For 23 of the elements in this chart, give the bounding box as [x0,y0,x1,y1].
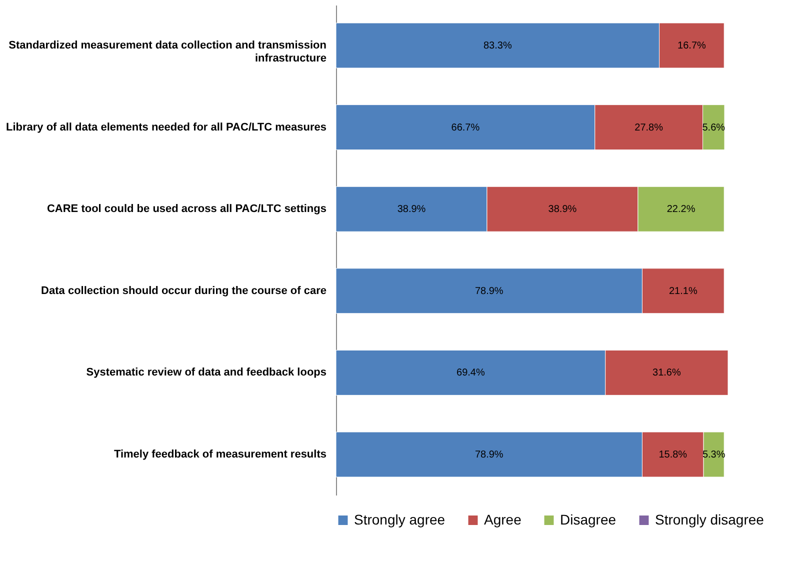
data-label: 21.1% [668,286,698,297]
data-label: 22.2% [666,204,696,216]
y-tick-label: Systematic review of data and feedback loops [86,366,326,379]
legend-label: Strongly disagree [655,511,764,528]
y-tick-label: Standardized measurement data collection and transmission infrastructure [8,39,327,64]
data-label: 78.9% [474,450,504,461]
legend-label: Disagree [560,511,616,528]
data-label: 38.9% [397,204,426,216]
legend-label: Strongly agree [354,511,446,528]
data-label: 15.8% [658,450,688,461]
legend-label: Agree [484,511,522,528]
data-label: 38.9% [548,204,577,216]
data-label: 66.7% [451,122,480,134]
data-label: 78.9% [474,286,504,297]
data-label: 69.4% [456,368,485,379]
data-label: 31.6% [652,368,681,379]
y-tick-label: CARE tool could be used across all PAC/LTC settings [46,203,326,216]
data-label: 83.3% [483,40,512,52]
data-label: 16.7% [678,40,706,52]
y-tick-label: Data collection should occur during the course of care [41,284,326,297]
data-label: 27.8% [634,122,664,134]
y-tick-label: Timely feedback of measurement results [114,448,326,461]
y-tick-label: Library of all data elements needed for all PAC/LTC measures [6,121,326,134]
